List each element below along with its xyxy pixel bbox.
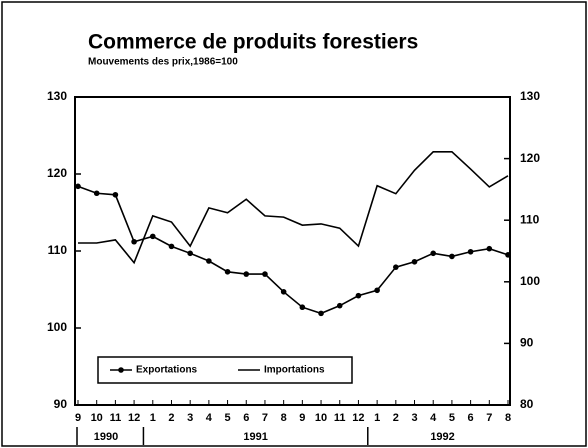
series-line: [78, 151, 509, 265]
x-tick-label: 12: [352, 412, 364, 424]
y-tick-label: 130: [47, 89, 67, 103]
y2-tick-label: 90: [520, 336, 534, 350]
x-tick-label: 11: [334, 412, 346, 424]
point: [486, 245, 493, 252]
year-label: 1991: [243, 431, 267, 443]
point: [355, 292, 362, 299]
y2-tick-label: 110: [520, 212, 540, 226]
y2-tick-label: 120: [520, 151, 540, 165]
y2-tick-label: 80: [520, 397, 534, 411]
point: [299, 304, 306, 311]
point: [224, 268, 231, 275]
y-tick-label: 110: [48, 243, 68, 257]
legend-marker: [118, 367, 124, 373]
x-tick-label: 8: [505, 412, 511, 424]
legend-box: [97, 356, 353, 384]
x-tick-label: 9: [299, 412, 305, 424]
x-tick-label: 8: [281, 412, 287, 424]
point: [112, 191, 119, 198]
point: [149, 233, 156, 240]
x-tick-label: 10: [91, 412, 103, 424]
x-tick-label: 11: [110, 412, 122, 424]
point: [430, 250, 437, 257]
x-tick-label: 3: [411, 412, 417, 424]
point: [75, 183, 81, 190]
x-tick-label: 2: [168, 412, 174, 424]
year-label: 1990: [94, 431, 118, 443]
point: [318, 310, 324, 317]
point: [131, 238, 137, 245]
point: [243, 271, 250, 277]
x-tick-label: 9: [75, 412, 81, 424]
point: [505, 252, 511, 258]
x-tick-label: 4: [430, 412, 437, 424]
chart-subtitle: Mouvements des prix,1986=100: [88, 57, 238, 68]
x-tick-label: 6: [243, 412, 249, 424]
legend-label: Importations: [264, 365, 325, 376]
x-tick-label: 5: [449, 412, 455, 424]
x-tick-label: 1: [150, 412, 156, 424]
point: [93, 190, 100, 197]
y2-tick-label: 100: [520, 274, 540, 288]
point: [262, 271, 268, 277]
point: [449, 253, 455, 260]
x-tick-label: 3: [187, 412, 193, 424]
legend-label: Exportations: [136, 365, 198, 376]
point: [336, 302, 343, 309]
point: [467, 248, 474, 255]
y2-tick-label: 130: [520, 89, 540, 103]
y-tick-label: 120: [47, 166, 67, 180]
y-tick-label: 90: [54, 397, 68, 411]
point: [411, 258, 418, 265]
point: [280, 289, 287, 295]
x-tick-label: 1: [374, 412, 380, 424]
x-tick-label: 6: [468, 412, 474, 424]
series-line: [77, 185, 509, 315]
x-tick-label: 7: [262, 412, 268, 424]
year-label: 1992: [430, 431, 454, 443]
x-tick-label: 5: [225, 412, 231, 424]
point: [187, 250, 193, 257]
x-tick-label: 12: [128, 412, 140, 424]
chart-title: Commerce de produits forestiers: [88, 31, 418, 54]
point: [393, 264, 399, 270]
y-tick-label: 100: [47, 320, 67, 334]
x-tick-label: 7: [486, 412, 492, 424]
x-tick-label: 10: [315, 412, 327, 424]
point: [374, 287, 380, 294]
point: [168, 243, 175, 250]
x-tick-label: 4: [206, 412, 213, 424]
point: [206, 258, 212, 264]
x-tick-label: 2: [393, 412, 399, 424]
